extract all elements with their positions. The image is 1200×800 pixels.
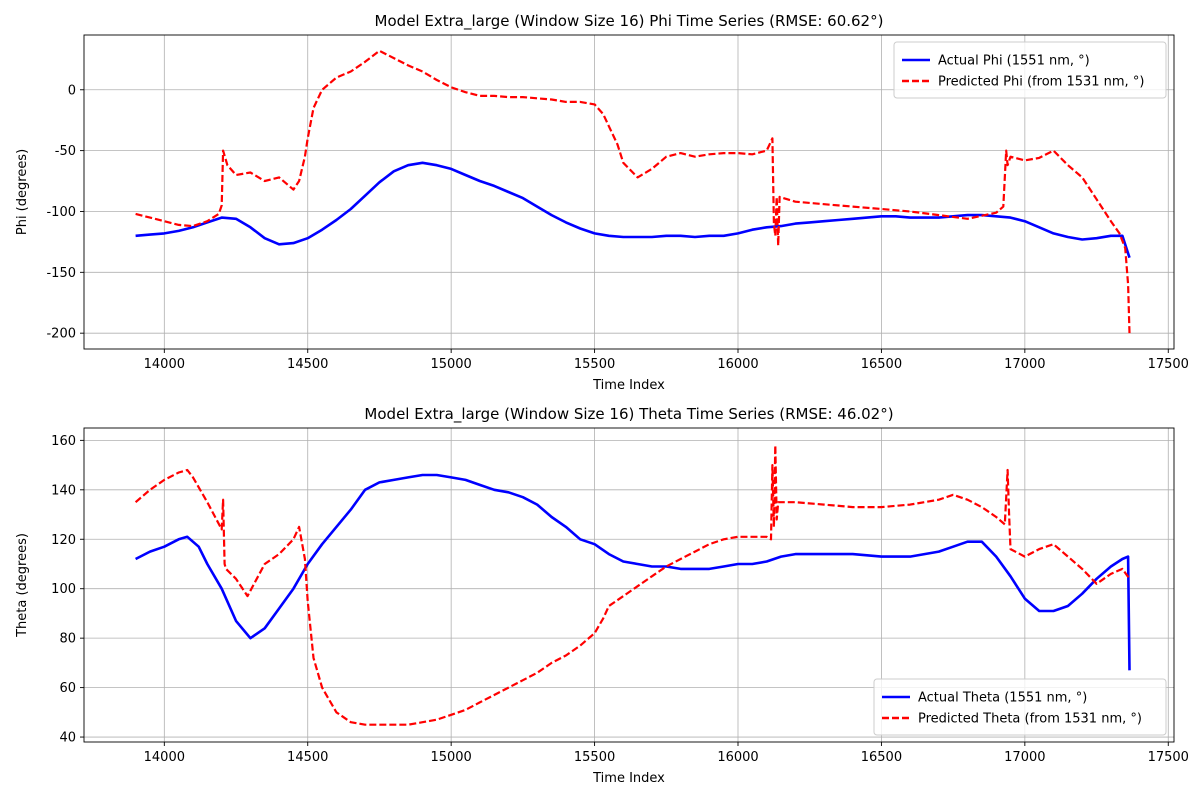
- series-group: [135, 49, 1131, 334]
- actual-series-line: [135, 161, 1131, 259]
- y-tick-label: -150: [46, 266, 76, 281]
- y-tick-label: -200: [46, 327, 76, 342]
- y-tick-label: 160: [51, 434, 76, 449]
- x-tick-label: 16000: [717, 357, 758, 372]
- phi-panel: 14000 14500 15000 15500 16000 16500 17000 17500…: [15, 12, 1189, 393]
- x-tick-label: 17500: [1148, 750, 1189, 765]
- y-axis-label: Theta (degrees): [15, 533, 30, 638]
- y-tick-label: 60: [59, 681, 76, 696]
- predicted-legend-label: Predicted Theta (from 1531 nm, °): [918, 712, 1142, 727]
- legend: Actual Phi (1551 nm, °) Predicted Phi (fr…: [893, 41, 1167, 99]
- predicted-legend-label: Predicted Phi (from 1531 nm, °): [938, 75, 1144, 90]
- x-tick-label: 17000: [1004, 357, 1045, 372]
- x-tick-label: 15500: [574, 750, 615, 765]
- x-tick-label: 16500: [861, 750, 902, 765]
- y-axis-label: Phi (degrees): [15, 149, 30, 235]
- x-tick-label: 14000: [144, 750, 185, 765]
- x-tick-label: 15000: [430, 750, 471, 765]
- y-tick-label: -50: [55, 144, 76, 159]
- axes-frame: [83, 427, 1175, 743]
- x-tick-label: 14500: [287, 357, 328, 372]
- chart-title: Model Extra_large (Window Size 16) Phi T…: [375, 12, 884, 31]
- x-tick-label: 16500: [861, 357, 902, 372]
- y-tick-label: 0: [68, 83, 76, 98]
- x-axis-label: Time Index: [592, 378, 665, 393]
- x-axis-label: Time Index: [592, 771, 665, 786]
- y-tick-label: 100: [51, 582, 76, 597]
- actual-legend-label: Actual Phi (1551 nm, °): [938, 54, 1090, 69]
- y-tick-label: 140: [51, 483, 76, 498]
- y-tick-label: -100: [46, 205, 76, 220]
- x-tick-label: 15500: [574, 357, 615, 372]
- x-tick-label: 14000: [144, 357, 185, 372]
- x-tick-label: 17500: [1148, 357, 1189, 372]
- y-tick-label: 40: [59, 731, 76, 746]
- legend: Actual Theta (1551 nm, °) Predicted Theta…: [873, 678, 1167, 736]
- x-tick-label: 15000: [430, 357, 471, 372]
- x-tick-label: 16000: [717, 750, 758, 765]
- x-tick-label: 17000: [1004, 750, 1045, 765]
- axes-frame: [83, 34, 1175, 350]
- x-tick-label: 14500: [287, 750, 328, 765]
- actual-legend-label: Actual Theta (1551 nm, °): [918, 691, 1087, 706]
- y-tick-label: 80: [59, 632, 76, 647]
- legend-box: [893, 41, 1167, 99]
- predicted-series-line: [135, 49, 1131, 334]
- actual-series-line: [135, 473, 1131, 671]
- chart-title: Model Extra_large (Window Size 16) Theta…: [364, 405, 893, 424]
- predicted-series-line: [134, 444, 1131, 726]
- theta-panel: 14000 14500 15000 15500 16000 16500 17000 17500…: [15, 405, 1189, 786]
- series-group: [134, 444, 1131, 726]
- y-tick-label: 120: [51, 533, 76, 548]
- legend-box: [873, 678, 1167, 736]
